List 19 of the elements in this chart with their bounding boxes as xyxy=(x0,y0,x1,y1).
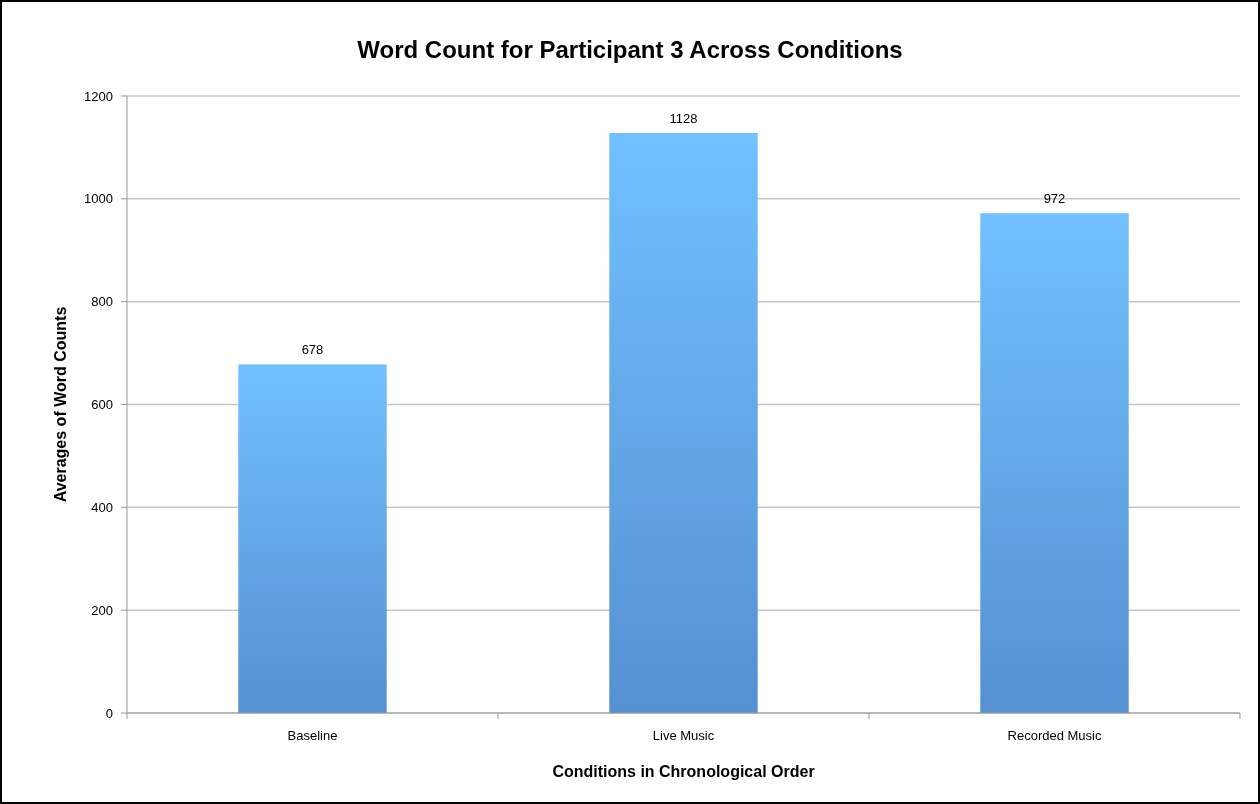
data-label: 1128 xyxy=(669,111,698,127)
y-tick-label: 600 xyxy=(91,397,113,413)
data-label: 678 xyxy=(301,342,324,358)
y-tick-label: 400 xyxy=(91,499,113,515)
x-tick-label: Recorded Music xyxy=(1007,728,1102,743)
y-axis-title: Averages of Word Counts xyxy=(52,306,69,503)
x-tick-label: Baseline xyxy=(287,728,338,743)
bar xyxy=(609,133,758,713)
chart-title: Word Count for Participant 3 Across Conditions xyxy=(357,36,903,63)
x-axis-title: Conditions in Chronological Order xyxy=(552,763,815,780)
bar xyxy=(238,364,387,713)
data-label: 972 xyxy=(1043,191,1066,207)
x-tick-label: Live Music xyxy=(652,728,715,743)
bar xyxy=(980,213,1129,713)
y-tick-label: 1000 xyxy=(84,191,113,207)
y-tick-label: 1200 xyxy=(84,88,113,104)
y-tick-label: 200 xyxy=(91,602,113,618)
y-tick-label: 0 xyxy=(105,705,113,721)
y-tick-label: 800 xyxy=(91,294,113,310)
